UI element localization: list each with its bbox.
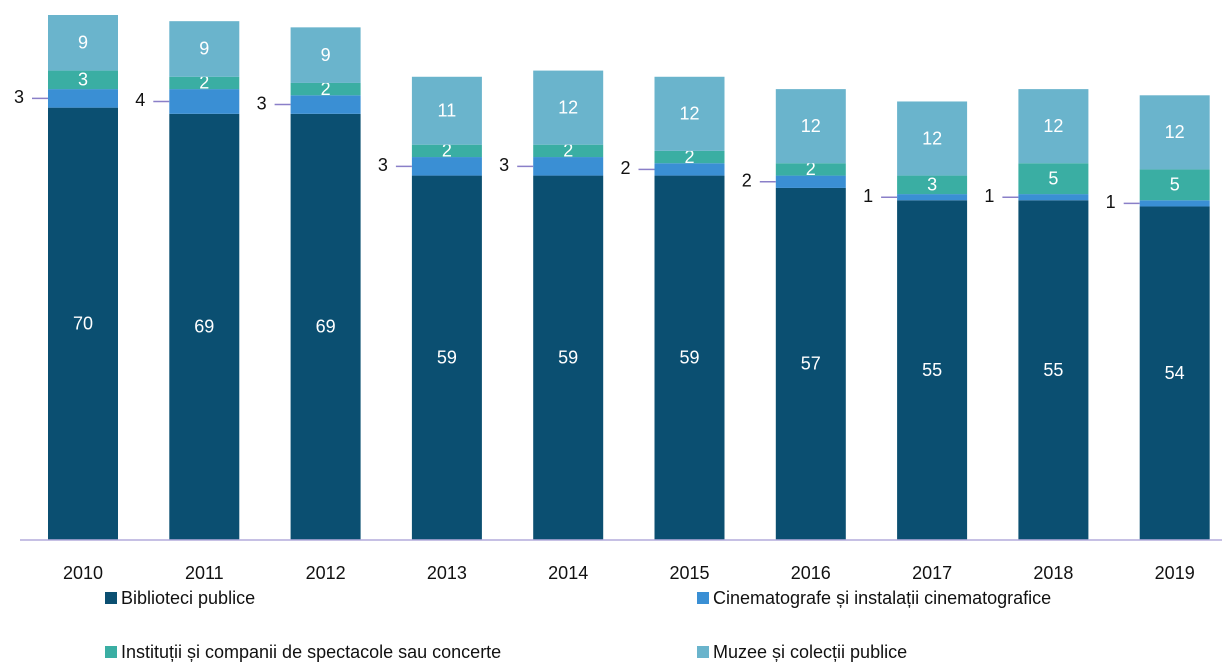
x-tick-label: 2017 bbox=[912, 563, 952, 583]
bar-segment bbox=[654, 150, 725, 164]
data-label: 1 bbox=[863, 186, 873, 206]
data-label: 69 bbox=[316, 317, 336, 337]
bar-segment bbox=[411, 175, 482, 540]
bar-segment bbox=[533, 144, 604, 158]
data-label: 2 bbox=[199, 73, 209, 93]
bar-segment bbox=[290, 82, 361, 96]
data-label: 2 bbox=[321, 79, 331, 99]
data-label: 9 bbox=[321, 45, 331, 65]
bar-segment bbox=[654, 76, 725, 151]
data-label: 3 bbox=[14, 87, 24, 107]
bar-segment bbox=[411, 76, 482, 145]
bar-segment bbox=[48, 89, 118, 108]
data-label: 9 bbox=[78, 33, 88, 53]
data-label: 70 bbox=[73, 314, 93, 334]
data-label: 55 bbox=[922, 360, 942, 380]
data-label: 3 bbox=[257, 93, 267, 113]
legend-label: Biblioteci publice bbox=[121, 588, 255, 608]
x-tick-label: 2015 bbox=[669, 563, 709, 583]
data-label: 12 bbox=[558, 97, 578, 117]
bar-segment bbox=[411, 157, 482, 176]
bar-segment bbox=[654, 163, 725, 176]
bar-segment bbox=[48, 70, 118, 90]
legend-swatch bbox=[105, 646, 117, 658]
bar-segment bbox=[897, 101, 968, 176]
data-label: 57 bbox=[801, 354, 821, 374]
bar-segment bbox=[533, 175, 604, 540]
bar-segment bbox=[533, 157, 604, 176]
bar-segment bbox=[48, 107, 118, 540]
data-label: 2 bbox=[620, 158, 630, 178]
bar-segment bbox=[775, 187, 846, 541]
bar-segment bbox=[1018, 163, 1089, 195]
data-label: 2 bbox=[442, 141, 452, 161]
bar-segment bbox=[1139, 206, 1210, 540]
data-label: 3 bbox=[499, 155, 509, 175]
bar-segment bbox=[897, 200, 968, 540]
bar-segment bbox=[1139, 95, 1210, 170]
bar-segment bbox=[169, 89, 240, 114]
bar-segment bbox=[1018, 89, 1089, 164]
data-label: 5 bbox=[1048, 168, 1058, 188]
bar-segment bbox=[290, 27, 361, 83]
data-label: 11 bbox=[438, 100, 457, 120]
data-label: 3 bbox=[378, 155, 388, 175]
x-tick-label: 2014 bbox=[548, 563, 588, 583]
bar-segment bbox=[775, 175, 846, 188]
data-label: 69 bbox=[194, 317, 214, 337]
data-label: 59 bbox=[437, 348, 457, 368]
data-label: 4 bbox=[135, 90, 145, 110]
bar-segment bbox=[775, 89, 846, 164]
data-label: 2 bbox=[806, 159, 816, 179]
x-tick-label: 2018 bbox=[1033, 563, 1073, 583]
x-tick-label: 2013 bbox=[427, 563, 467, 583]
data-label: 12 bbox=[1165, 122, 1185, 142]
bar-segment bbox=[897, 194, 968, 201]
bar-segment bbox=[411, 144, 482, 158]
bar-segment bbox=[169, 113, 240, 540]
x-tick-label: 2011 bbox=[185, 563, 224, 583]
bar-segment bbox=[533, 70, 604, 145]
data-label: 12 bbox=[801, 116, 821, 136]
data-label: 3 bbox=[78, 70, 88, 90]
legend-swatch bbox=[697, 646, 709, 658]
data-label: 1 bbox=[984, 186, 994, 206]
data-label: 2 bbox=[563, 141, 573, 161]
data-label: 1 bbox=[1106, 192, 1116, 212]
bar-segment bbox=[1139, 200, 1210, 207]
bar-segment bbox=[1139, 169, 1210, 201]
bar-segment bbox=[1018, 194, 1089, 201]
x-tick-label: 2016 bbox=[791, 563, 831, 583]
legend-swatch bbox=[697, 592, 709, 604]
bar-segment bbox=[775, 163, 846, 176]
data-label: 12 bbox=[1043, 116, 1063, 136]
x-tick-label: 2010 bbox=[63, 563, 103, 583]
bar-segment bbox=[1018, 200, 1089, 540]
data-label: 3 bbox=[927, 175, 937, 195]
x-tick-label: 2012 bbox=[306, 563, 346, 583]
legend-label: Instituții și companii de spectacole sau… bbox=[121, 642, 501, 662]
legend-swatch bbox=[105, 592, 117, 604]
data-label: 54 bbox=[1165, 363, 1185, 383]
data-label: 55 bbox=[1043, 360, 1063, 380]
data-label: 59 bbox=[679, 348, 699, 368]
data-label: 59 bbox=[558, 348, 578, 368]
bar-segment bbox=[290, 113, 361, 540]
legend-label: Cinematografe și instalații cinematograf… bbox=[713, 588, 1051, 608]
data-label: 9 bbox=[199, 39, 209, 59]
data-label: 5 bbox=[1170, 175, 1180, 195]
bar-segment bbox=[897, 175, 968, 195]
data-label: 2 bbox=[684, 147, 694, 167]
bar-segment bbox=[654, 175, 725, 540]
bar-segment bbox=[169, 21, 240, 77]
bar-segment bbox=[290, 95, 361, 114]
data-label: 12 bbox=[679, 104, 699, 124]
bar-segment bbox=[48, 15, 118, 71]
legend-label: Muzee și colecții publice bbox=[713, 642, 907, 662]
data-label: 12 bbox=[922, 128, 942, 148]
x-tick-label: 2019 bbox=[1155, 563, 1195, 583]
data-label: 2 bbox=[742, 171, 752, 191]
bar-segment bbox=[169, 76, 240, 90]
